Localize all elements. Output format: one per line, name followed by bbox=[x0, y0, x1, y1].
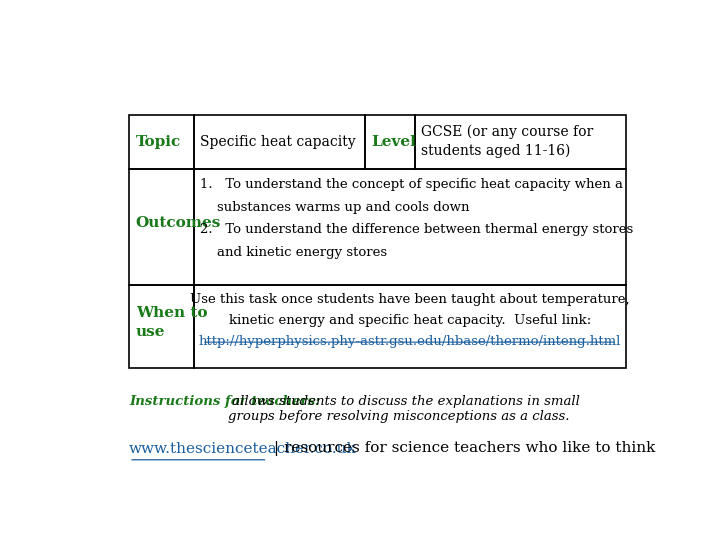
Text: Use this task once students have been taught about temperature,: Use this task once students have been ta… bbox=[190, 293, 629, 306]
Bar bbox=[129, 114, 194, 168]
Text: kinetic energy and specific heat capacity.  Useful link:: kinetic energy and specific heat capacit… bbox=[228, 314, 591, 327]
Bar bbox=[129, 285, 194, 368]
Text: www.thescienceteacher.co.uk: www.thescienceteacher.co.uk bbox=[129, 442, 357, 456]
Text: When to
use: When to use bbox=[136, 306, 207, 339]
Text: substances warms up and cools down: substances warms up and cools down bbox=[217, 201, 469, 214]
Text: GCSE (or any course for
students aged 11-16): GCSE (or any course for students aged 11… bbox=[421, 125, 593, 158]
Text: allows students to discuss the explanations in small
groups before resolving mis: allows students to discuss the explanati… bbox=[228, 395, 580, 423]
Text: Outcomes: Outcomes bbox=[136, 216, 221, 230]
Bar bbox=[194, 168, 626, 285]
Bar bbox=[415, 114, 626, 168]
Bar bbox=[129, 168, 194, 285]
Text: Instructions for teachers:: Instructions for teachers: bbox=[129, 395, 320, 408]
Text: 1.   To understand the concept of specific heat capacity when a: 1. To understand the concept of specific… bbox=[200, 178, 624, 191]
Bar bbox=[194, 285, 626, 368]
Text: Level: Level bbox=[372, 134, 417, 149]
Text: | resources for science teachers who like to think: | resources for science teachers who lik… bbox=[269, 441, 655, 456]
Text: Specific heat capacity: Specific heat capacity bbox=[200, 134, 356, 149]
Text: Topic: Topic bbox=[136, 134, 181, 149]
Text: and kinetic energy stores: and kinetic energy stores bbox=[217, 246, 387, 259]
Text: http://hyperphysics.phy-astr.gsu.edu/hbase/thermo/inteng.html: http://hyperphysics.phy-astr.gsu.edu/hba… bbox=[199, 335, 621, 348]
Bar bbox=[194, 114, 365, 168]
Bar bbox=[365, 114, 415, 168]
Text: 2.   To understand the difference between thermal energy stores: 2. To understand the difference between … bbox=[200, 223, 634, 236]
